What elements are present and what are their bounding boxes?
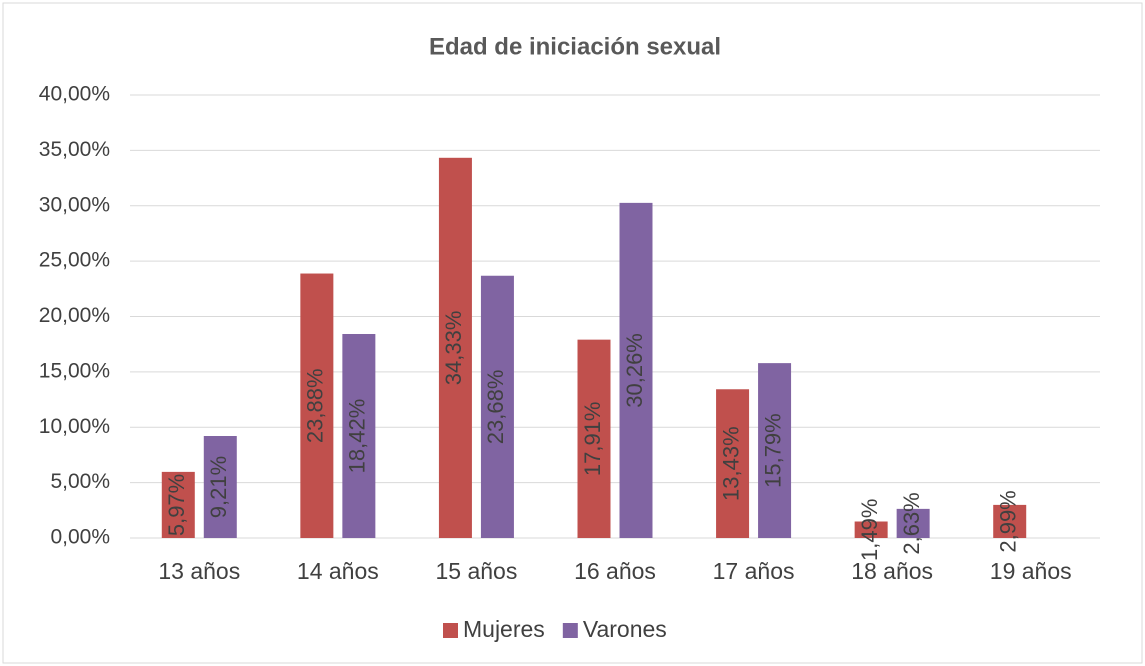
bar bbox=[203, 435, 237, 538]
y-tick-label: 35,00% bbox=[39, 138, 110, 161]
data-label: 2,63% bbox=[899, 492, 924, 554]
x-tick-label: 18 años bbox=[851, 558, 933, 584]
bar bbox=[716, 389, 750, 538]
legend-label: Varones bbox=[583, 616, 667, 642]
bar bbox=[480, 275, 514, 538]
x-tick-label: 15 años bbox=[435, 558, 517, 584]
y-tick-label: 15,00% bbox=[39, 359, 110, 382]
data-label: 34,33% bbox=[441, 311, 466, 386]
y-tick-label: 0,00% bbox=[50, 526, 110, 549]
y-tick-label: 20,00% bbox=[39, 304, 110, 327]
bar bbox=[758, 363, 792, 538]
bar bbox=[854, 521, 888, 538]
bar bbox=[577, 339, 611, 538]
bar bbox=[896, 508, 930, 538]
x-tick-label: 14 años bbox=[297, 558, 379, 584]
y-tick-label: 30,00% bbox=[39, 193, 110, 216]
data-label: 13,43% bbox=[718, 426, 743, 501]
y-tick-label: 5,00% bbox=[50, 470, 110, 493]
y-tick-label: 25,00% bbox=[39, 249, 110, 272]
legend-label: Mujeres bbox=[463, 616, 545, 642]
data-label: 2,99% bbox=[996, 490, 1021, 552]
bar bbox=[161, 471, 195, 538]
bar bbox=[438, 157, 472, 538]
data-label: 5,97% bbox=[164, 474, 189, 536]
legend-swatch bbox=[443, 623, 458, 638]
bar bbox=[300, 273, 334, 538]
bar bbox=[993, 504, 1027, 538]
x-tick-label: 19 años bbox=[990, 558, 1072, 584]
data-label: 18,42% bbox=[345, 399, 370, 474]
data-label: 1,49% bbox=[857, 499, 882, 561]
x-tick-label: 16 años bbox=[574, 558, 656, 584]
data-label: 23,88% bbox=[303, 368, 328, 443]
data-label: 9,21% bbox=[206, 456, 231, 518]
data-label: 15,79% bbox=[760, 413, 785, 488]
x-tick-label: 17 años bbox=[713, 558, 795, 584]
data-label: 17,91% bbox=[580, 402, 605, 477]
x-tick-label: 13 años bbox=[158, 558, 240, 584]
y-tick-label: 10,00% bbox=[39, 415, 110, 438]
legend-swatch bbox=[562, 623, 578, 638]
bar bbox=[619, 202, 653, 539]
data-label: 30,26% bbox=[622, 333, 647, 408]
chart-title: Edad de iniciación sexual bbox=[429, 33, 721, 60]
bar bbox=[342, 333, 376, 538]
data-label: 23,68% bbox=[483, 370, 508, 445]
y-tick-label: 40,00% bbox=[39, 83, 110, 106]
